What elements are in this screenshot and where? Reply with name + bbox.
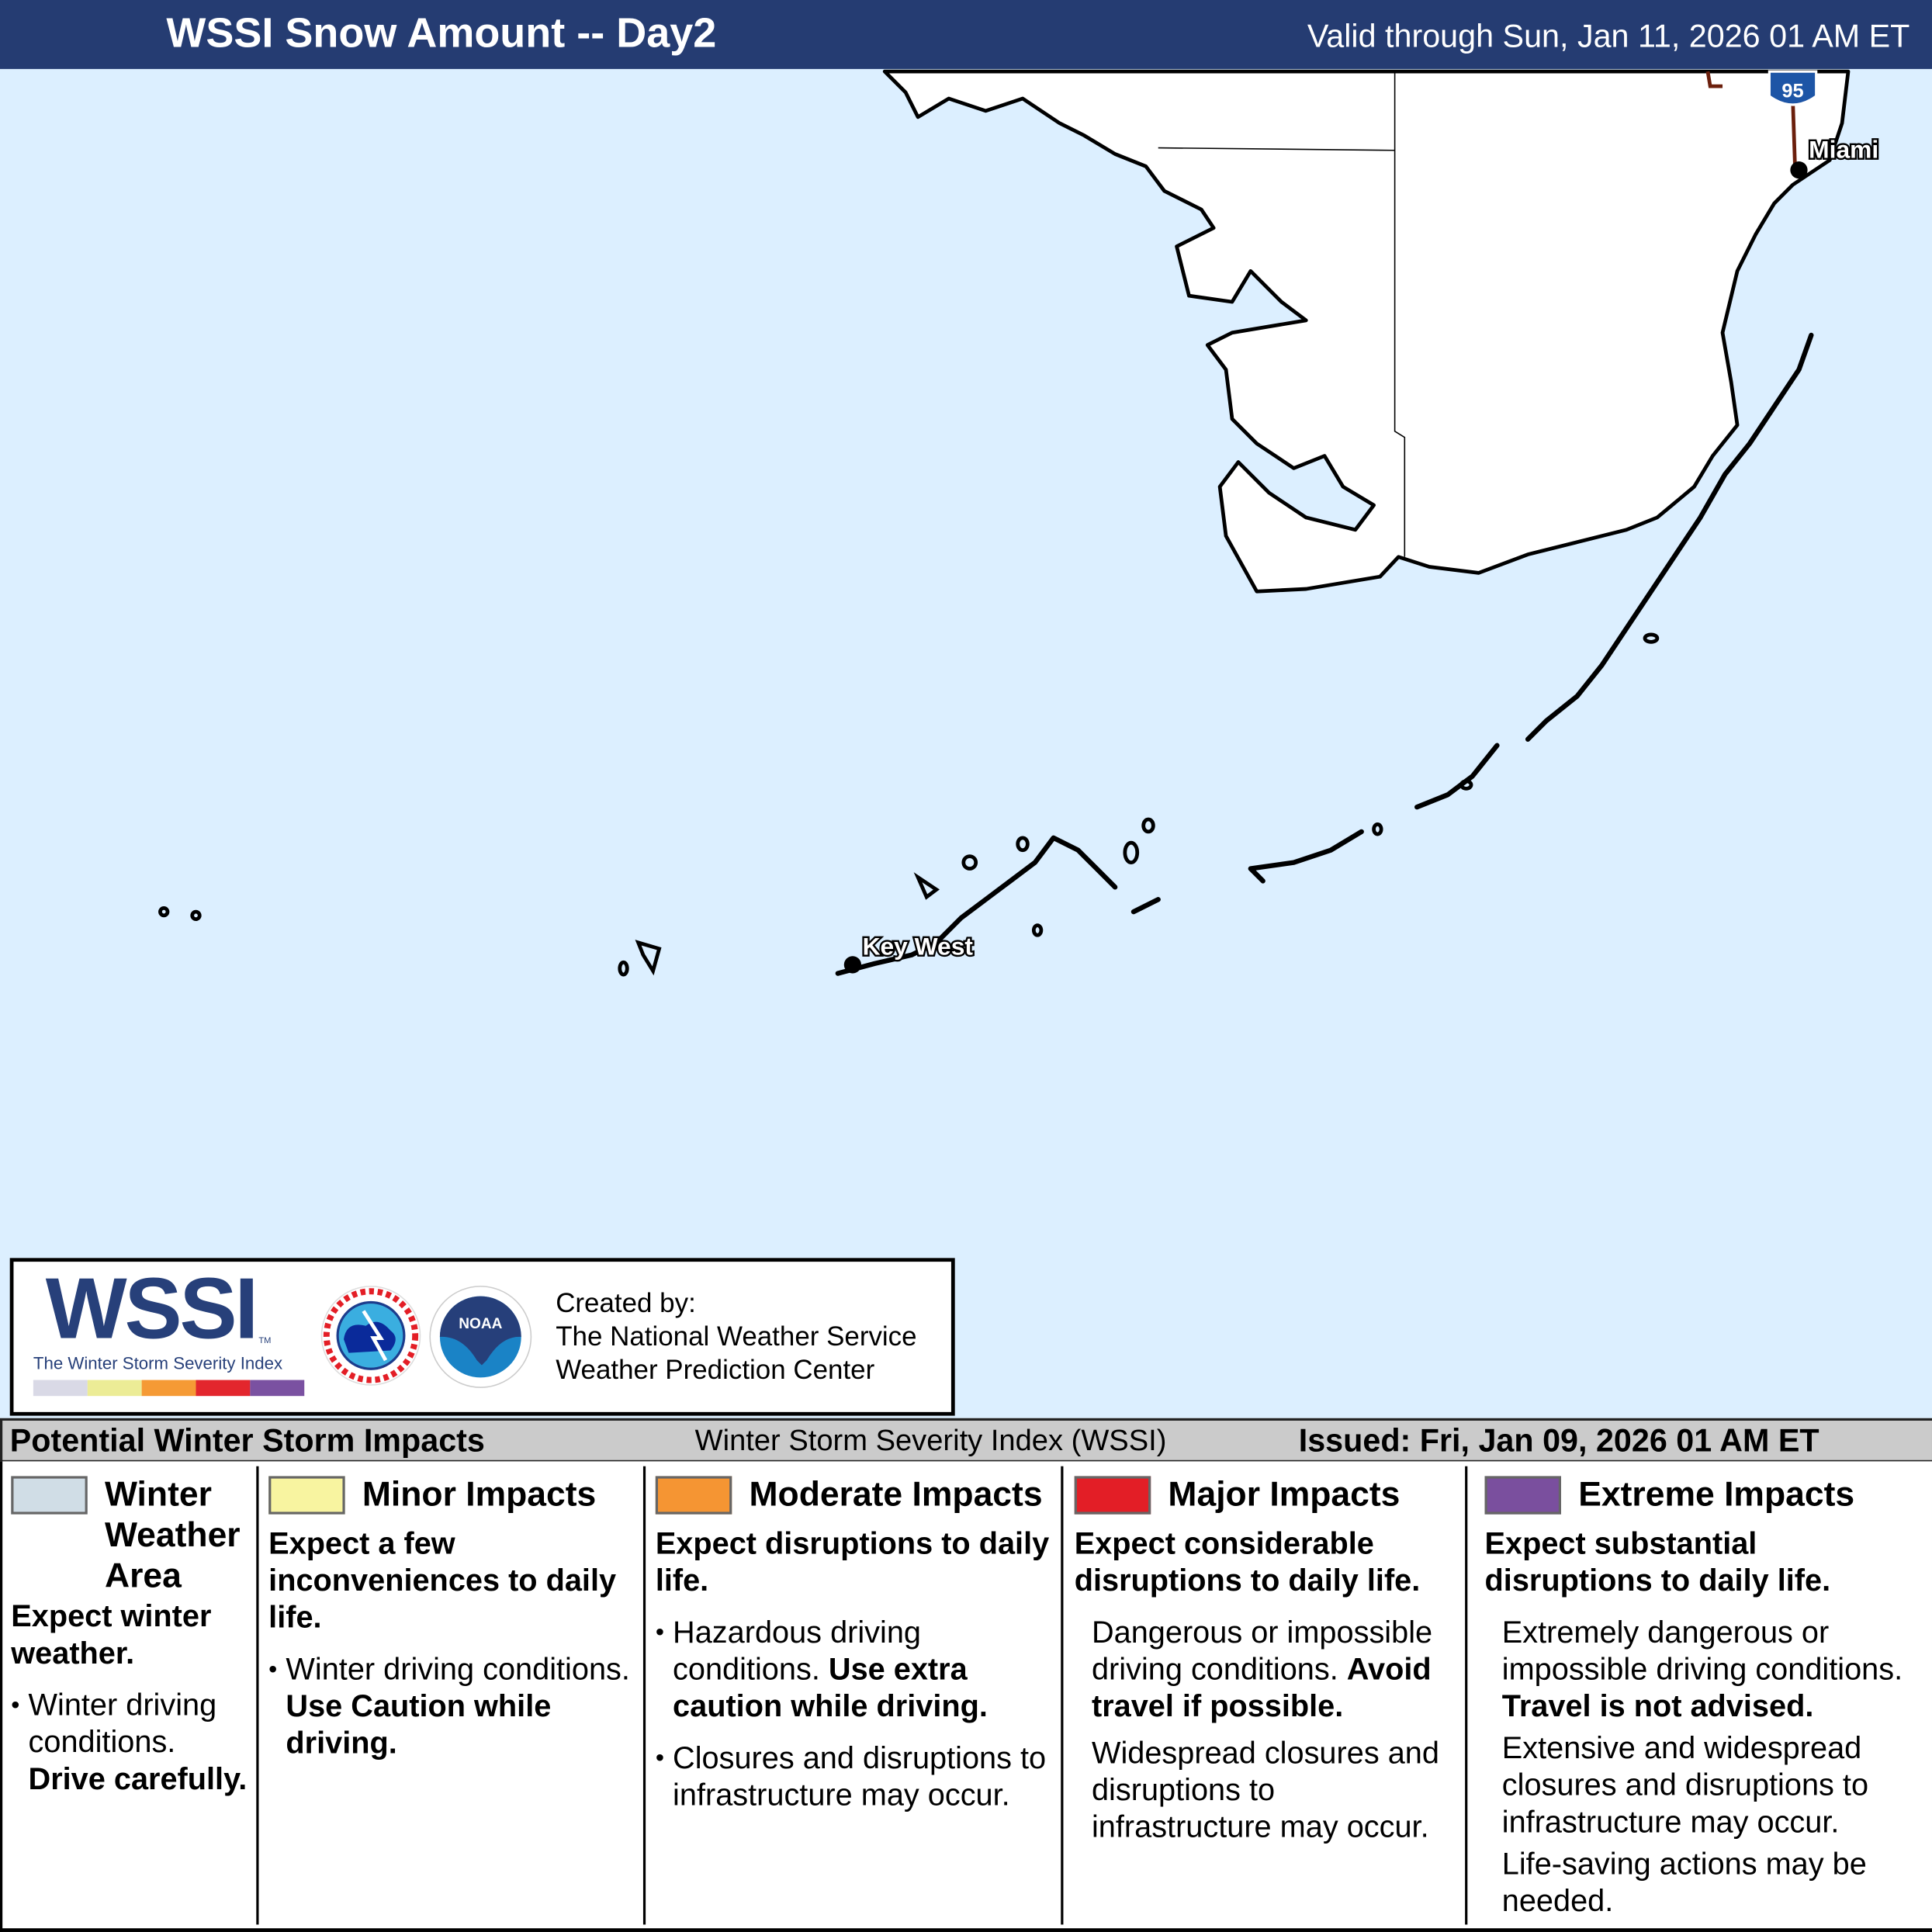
- trademark: TM: [258, 1336, 272, 1346]
- legend-index-name: Winter Storm Severity Index (WSSI): [694, 1424, 1167, 1458]
- detail-text: Hazardous driving conditions.: [673, 1615, 922, 1687]
- swatch-major: [1074, 1476, 1151, 1515]
- noaa-text: NOAA: [459, 1316, 502, 1332]
- detail-block: Winter driving conditions. Use Caution w…: [286, 1651, 640, 1762]
- shield-number: 95: [1781, 80, 1803, 102]
- florida-mainland: [882, 69, 1851, 594]
- swatch-extreme: [1484, 1476, 1561, 1515]
- legend-category-extreme: Extreme Impacts Expect substantial disru…: [1484, 1473, 1929, 1920]
- bullet-icon: •: [655, 1619, 664, 1646]
- legend-heading: Potential Winter Storm Impacts: [9, 1421, 485, 1459]
- legend-category-winter-weather: Winter Weather Area Expect winter weathe…: [11, 1473, 252, 1798]
- map-title: WSSI Snow Amount -- Day2: [166, 9, 717, 57]
- category-summary: Expect winter weather.: [11, 1599, 212, 1671]
- category-detail-2: Widespread closures and disruptions to i…: [1091, 1736, 1439, 1845]
- detail-bold: Use extra caution while driving.: [673, 1652, 988, 1724]
- noaa-logo-icon: NOAA: [429, 1286, 532, 1388]
- category-detail: Dangerous or impossible driving conditio…: [1075, 1614, 1462, 1725]
- category-summary: Expect a few inconveniences to daily lif…: [268, 1526, 617, 1636]
- category-header: Moderate Impacts: [655, 1473, 1058, 1515]
- wssi-subtitle: The Winter Storm Severity Index: [33, 1352, 283, 1373]
- miami-marker: [1790, 161, 1808, 179]
- category-header: Winter Weather Area: [11, 1473, 252, 1595]
- legend-category-minor: Minor Impacts Expect a few inconvenience…: [268, 1473, 641, 1762]
- header-bar: WSSI Snow Amount -- Day2 Valid through S…: [0, 0, 1932, 69]
- swatch-winter: [11, 1476, 88, 1515]
- city-label-key-west: Key West: [863, 933, 974, 961]
- divider: [1061, 1466, 1064, 1925]
- category-title: Winter Weather Area: [104, 1474, 241, 1594]
- org-wpc: Weather Prediction Center: [556, 1354, 875, 1385]
- category-summary: Expect considerable disruptions to daily…: [1074, 1526, 1421, 1598]
- detail-block: Hazardous driving conditions. Use extra …: [673, 1614, 1057, 1725]
- credits-box: WSSI TM The Winter Storm Severity Index …: [9, 1258, 955, 1416]
- created-by: Created by: The National Weather Service…: [556, 1286, 916, 1387]
- swatch-moderate: [655, 1476, 732, 1515]
- category-detail: • Hazardous driving conditions. Use extr…: [656, 1614, 1058, 1725]
- city-label-miami: Miami: [1809, 135, 1878, 163]
- divider: [642, 1466, 646, 1925]
- bullet-icon: •: [11, 1691, 20, 1719]
- category-title: Minor Impacts: [362, 1474, 597, 1514]
- interstate-95-route: [1705, 71, 1798, 173]
- category-summary: Expect substantial disruptions to daily …: [1484, 1526, 1831, 1598]
- detail-text: Winter driving conditions.: [286, 1652, 630, 1687]
- category-title: Extreme Impacts: [1578, 1474, 1855, 1514]
- category-detail-2: • Closures and disruptions to infrastruc…: [656, 1740, 1058, 1813]
- detail-bold: Use Caution while driving.: [286, 1689, 552, 1761]
- category-title: Moderate Impacts: [749, 1474, 1043, 1514]
- detail-text: Dangerous or impossible driving conditio…: [1091, 1615, 1433, 1687]
- wssi-logo: WSSI: [45, 1260, 259, 1357]
- category-header: Extreme Impacts: [1484, 1473, 1929, 1515]
- detail-text-2: Closures and disruptions to infrastructu…: [673, 1740, 1047, 1813]
- detail-bold: Avoid travel if possible.: [1091, 1652, 1432, 1724]
- category-detail: • Winter driving conditions. Use Caution…: [268, 1651, 641, 1762]
- created-by-label: Created by:: [556, 1287, 696, 1319]
- bullet-icon: •: [268, 1656, 278, 1684]
- wssi-colorbar: [33, 1380, 305, 1397]
- detail-text: Winter driving conditions.: [28, 1688, 217, 1760]
- detail-bold: Travel is not advised.: [1501, 1689, 1814, 1724]
- wssi-logo-block: WSSI TM The Winter Storm Severity Index: [33, 1260, 310, 1397]
- legend-body: Winter Weather Area Expect winter weathe…: [0, 1461, 1932, 1932]
- wssi-logo-row: WSSI TM: [33, 1260, 310, 1357]
- divider: [1465, 1466, 1468, 1925]
- valid-time: Valid through Sun, Jan 11, 2026 01 AM ET: [1307, 17, 1910, 54]
- category-detail: Extremely dangerous or impossible drivin…: [1485, 1614, 1929, 1725]
- category-detail: • Winter driving conditions. Drive carefu…: [11, 1687, 252, 1798]
- category-summary: Expect disruptions to daily life.: [655, 1526, 1050, 1598]
- detail-bold: Drive carefully.: [28, 1761, 248, 1797]
- category-header: Minor Impacts: [268, 1473, 641, 1515]
- issued-time: Issued: Fri, Jan 09, 2026 01 AM ET: [1298, 1421, 1819, 1459]
- detail-block: Winter driving conditions. Drive carefull…: [29, 1687, 253, 1798]
- divider: [256, 1466, 259, 1925]
- detail-text: Extremely dangerous or impossible drivin…: [1501, 1615, 1903, 1687]
- bullet-icon: •: [655, 1744, 664, 1772]
- category-header: Major Impacts: [1074, 1473, 1462, 1515]
- legend-header: Potential Winter Storm Impacts Winter St…: [0, 1418, 1932, 1463]
- legend-category-major: Major Impacts Expect considerable disrup…: [1074, 1473, 1462, 1846]
- county-line: [1158, 71, 1406, 557]
- keys-islands: [158, 632, 1660, 977]
- legend-category-moderate: Moderate Impacts Expect disruptions to d…: [655, 1473, 1058, 1813]
- map-area[interactable]: 95 Miami Key West: [0, 68, 1932, 1420]
- category-detail-2: Extensive and widespread closures and di…: [1501, 1731, 1869, 1840]
- key-west-marker: [843, 956, 862, 974]
- category-title: Major Impacts: [1168, 1474, 1401, 1514]
- nws-logo-icon: [320, 1286, 421, 1386]
- org-nws: The National Weather Service: [556, 1321, 917, 1352]
- interstate-95-shield: 95: [1768, 70, 1818, 106]
- swatch-minor: [268, 1476, 345, 1515]
- category-detail-3: Life-saving actions may be needed.: [1501, 1847, 1867, 1919]
